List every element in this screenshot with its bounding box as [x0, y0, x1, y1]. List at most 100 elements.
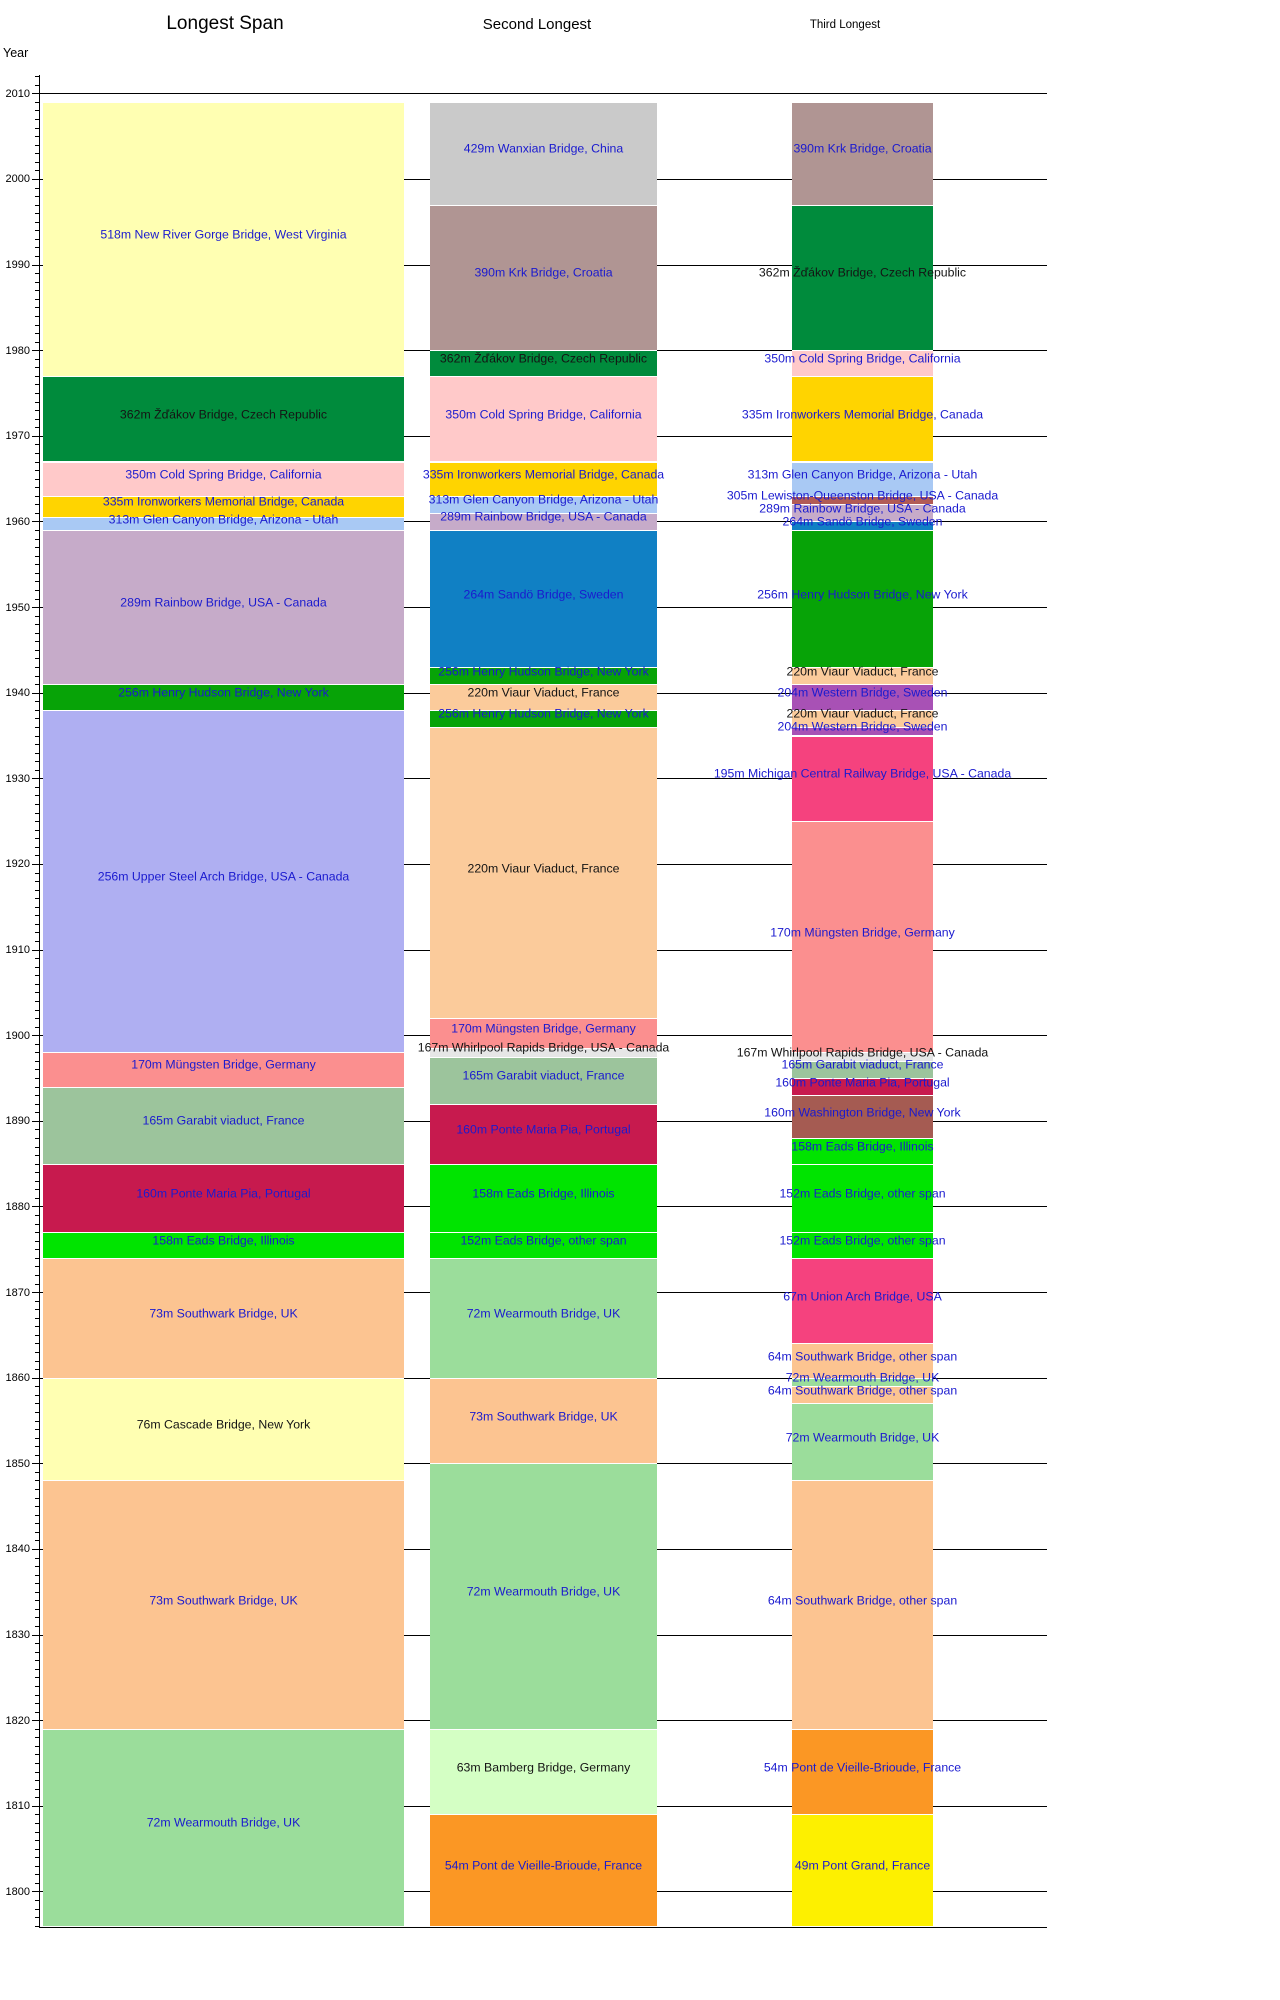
bridge-block	[430, 726, 657, 1018]
axis-minor-tick	[35, 1900, 39, 1901]
bridge-label: 256m Upper Steel Arch Bridge, USA - Cana…	[97, 869, 350, 884]
axis-minor-tick	[35, 658, 39, 660]
axis-minor-tick	[35, 923, 39, 925]
axis-minor-tick	[35, 581, 39, 583]
bridge-label: 313m Glen Canyon Bridge, Arizona - Utah	[428, 492, 659, 507]
column-header-second-longest: Second Longest	[482, 16, 592, 33]
axis-minor-tick	[35, 1480, 39, 1482]
axis-minor-tick	[35, 1386, 39, 1388]
axis-minor-tick	[35, 1446, 39, 1448]
axis-minor-tick	[35, 769, 39, 771]
bridge-label: 64m Southwark Bridge, other span	[767, 1593, 958, 1608]
bridge-block	[792, 495, 933, 505]
axis-tick-label: 1960	[5, 515, 30, 528]
bridge-block	[792, 350, 933, 376]
axis-tick-label: 1930	[5, 772, 30, 785]
axis-tick-label: 2010	[5, 87, 30, 100]
bridge-label: 204m Western Bridge, Sweden	[777, 719, 948, 734]
bridge-label: 170m Müngsten Bridge, Germany	[770, 925, 955, 940]
bridge-block	[43, 684, 404, 710]
axis-minor-tick	[35, 718, 39, 720]
bridge-label: 350m Cold Spring Bridge, California	[125, 467, 322, 482]
axis-minor-tick	[35, 1865, 39, 1867]
bridge-label: 49m Pont Grand, France	[794, 1858, 931, 1873]
axis-minor-tick	[35, 1026, 39, 1028]
bridge-label: 170m Müngsten Bridge, Germany	[451, 1021, 636, 1036]
bridge-block	[430, 375, 657, 462]
axis-minor-tick	[35, 632, 39, 634]
bridge-label: 72m Wearmouth Bridge, UK	[466, 1306, 621, 1321]
axis-minor-tick	[35, 1326, 39, 1328]
axis-tick-label: 1810	[5, 1800, 30, 1813]
axis-minor-tick	[35, 196, 39, 198]
axis-minor-tick	[35, 290, 39, 292]
bridge-block	[792, 1386, 933, 1404]
axis-minor-tick	[35, 1300, 39, 1302]
bridge-label: 350m Cold Spring Bridge, California	[764, 351, 961, 366]
axis-major-tick	[32, 264, 39, 266]
axis-minor-tick	[35, 298, 39, 300]
bridge-block	[792, 1814, 933, 1926]
bridge-block	[430, 1463, 657, 1729]
axis-tick-label: 1900	[5, 1029, 30, 1042]
axis-tick-label: 1840	[5, 1543, 30, 1556]
axis-major-tick	[32, 607, 39, 608]
axis-minor-tick	[35, 641, 39, 643]
axis-minor-tick	[35, 684, 39, 686]
axis-minor-tick	[35, 1574, 39, 1576]
axis-minor-tick	[35, 452, 39, 454]
axis-minor-tick	[35, 1925, 39, 1927]
bridge-block	[430, 1163, 657, 1233]
axis-minor-tick	[35, 538, 39, 540]
axis-minor-tick	[35, 1831, 39, 1833]
axis-minor-tick	[35, 932, 39, 934]
axis-minor-tick	[35, 1840, 39, 1841]
axis-tick-label: 1860	[5, 1372, 30, 1385]
bridge-block	[792, 1232, 933, 1258]
bridge-label: 289m Rainbow Bridge, USA - Canada	[440, 509, 647, 524]
bridge-label: 72m Wearmouth Bridge, UK	[146, 1815, 301, 1830]
bridge-block	[792, 1163, 933, 1233]
bridge-block	[430, 1232, 657, 1258]
axis-tick-label: 1920	[5, 858, 30, 871]
axis-minor-tick	[35, 478, 39, 480]
bridge-label: 167m Whirlpool Rapids Bridge, USA - Cana…	[736, 1045, 989, 1060]
axis-tick-label: 1910	[5, 944, 30, 956]
axis-minor-tick	[35, 324, 39, 326]
axis-minor-tick	[35, 1197, 39, 1199]
axis-minor-tick	[35, 795, 39, 797]
bridge-block	[792, 726, 933, 736]
axis-minor-tick	[35, 881, 39, 882]
axis-minor-tick	[35, 726, 39, 728]
y-axis-title: Year	[3, 46, 29, 60]
bridge-label: 350m Cold Spring Bridge, California	[445, 407, 642, 422]
bridge-block	[792, 1078, 933, 1096]
axis-major-tick	[32, 93, 39, 95]
axis-major-tick	[32, 949, 39, 951]
bridge-label: 152m Eads Bridge, other span	[779, 1233, 946, 1248]
axis-minor-tick	[35, 1215, 39, 1216]
axis-minor-tick	[35, 898, 39, 900]
axis-tick-label: 1890	[5, 1115, 30, 1128]
axis-minor-tick	[35, 238, 39, 240]
axis-minor-tick	[35, 1146, 39, 1148]
bridge-block	[792, 1137, 933, 1164]
axis-minor-tick	[35, 1223, 39, 1225]
bridge-label: 220m Viaur Viaduct, France	[786, 664, 939, 678]
axis-minor-tick	[35, 76, 39, 78]
axis-minor-tick	[35, 341, 39, 343]
axis-minor-tick	[35, 410, 39, 412]
axis-minor-tick	[35, 1000, 39, 1002]
axis-minor-tick	[35, 1232, 39, 1234]
bridge-label: 158m Eads Bridge, Illinois	[791, 1139, 934, 1154]
axis-minor-tick	[35, 675, 39, 677]
axis-minor-tick	[35, 281, 39, 283]
axis-major-tick	[32, 778, 39, 780]
column-header-third-longest: Third Longest	[809, 19, 881, 31]
bridge-label: 160m Ponte Maria Pia, Portugal	[136, 1186, 311, 1201]
bridge-block	[430, 461, 657, 496]
bridge-block	[430, 1814, 657, 1926]
axis-major-tick	[32, 1206, 39, 1208]
axis-minor-tick	[35, 615, 39, 617]
bridge-block	[792, 1052, 933, 1061]
